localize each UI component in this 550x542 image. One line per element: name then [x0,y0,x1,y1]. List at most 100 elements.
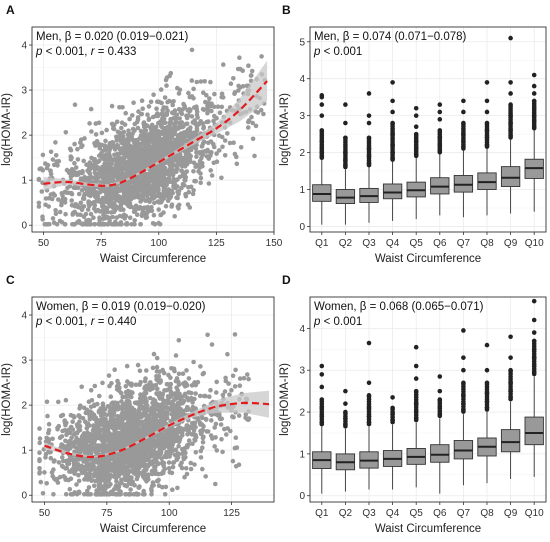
data-point [114,492,119,497]
data-point [168,381,174,387]
data-point [146,159,151,165]
data-point [133,203,139,209]
data-point [92,402,97,408]
data-point [170,411,176,416]
data-point [51,459,57,464]
outlier-point [484,109,490,115]
data-point [212,444,217,449]
outlier-point [319,372,325,377]
data-point [79,470,85,475]
data-point [169,202,175,207]
data-point [138,392,143,397]
data-point [61,458,66,464]
box-q10 [524,72,544,212]
data-point [108,489,114,495]
data-point [97,393,102,399]
data-point [175,85,180,91]
outlier-point [461,121,466,127]
outlier-point [437,109,443,115]
data-point [126,393,132,398]
data-point [175,177,180,182]
data-point [115,378,120,384]
data-point [89,398,95,403]
data-point [160,131,165,137]
data-point [122,437,127,442]
data-point [119,148,124,154]
data-point [125,473,130,479]
outlier-point [508,35,513,41]
data-point [133,207,138,213]
data-point [217,148,222,153]
outlier-point [484,122,490,127]
data-point [164,75,170,80]
data-point [165,433,170,439]
data-point [198,180,203,186]
data-point [180,181,186,187]
outlier-point [461,355,466,360]
data-point [154,391,159,396]
data-point [153,471,158,476]
data-point [186,376,192,381]
data-point [153,139,158,144]
data-point [57,474,63,480]
data-point [80,170,85,175]
data-point [76,478,82,484]
data-point [198,171,203,176]
data-point [249,114,254,120]
data-point [145,447,150,452]
data-point [46,421,52,427]
data-point [151,409,157,415]
data-point [166,396,171,402]
data-point [164,410,170,415]
data-point [64,465,70,471]
data-point [42,470,47,475]
data-point [233,435,239,441]
data-point [127,116,132,122]
data-point [73,165,79,170]
data-point [87,161,93,167]
data-point [140,492,146,497]
data-point [215,413,221,418]
data-point [76,472,81,478]
y-tick-label: 4 [21,311,27,322]
data-point [132,128,137,133]
data-point [86,167,92,173]
data-point [146,117,152,122]
data-point [120,415,125,421]
data-point [186,90,191,96]
data-point [156,207,161,212]
box-q7 [453,98,474,218]
data-point [100,195,106,201]
data-point [167,385,173,390]
data-point [199,143,205,149]
data-point [148,380,153,385]
data-point [49,470,55,475]
data-point [159,111,164,117]
data-point [182,391,188,397]
data-point [191,188,196,193]
data-point [127,160,132,165]
data-point [105,404,111,409]
data-point [144,454,150,460]
data-point [163,440,169,446]
data-point [233,367,238,373]
box-q2 [335,388,356,492]
data-point [160,169,165,174]
data-point [135,115,141,120]
data-point [72,141,77,147]
data-point [154,402,160,407]
data-point [190,144,196,150]
data-point [125,193,131,199]
data-point [174,457,180,463]
data-point [192,462,197,467]
data-point [40,168,46,173]
data-point [152,194,158,199]
data-point [91,416,97,422]
data-point [140,472,145,478]
outlier-point [531,91,537,96]
data-point [140,106,145,111]
outlier-point [484,98,490,104]
outlier-point [390,121,395,127]
data-point [202,148,208,154]
data-point [146,104,152,109]
